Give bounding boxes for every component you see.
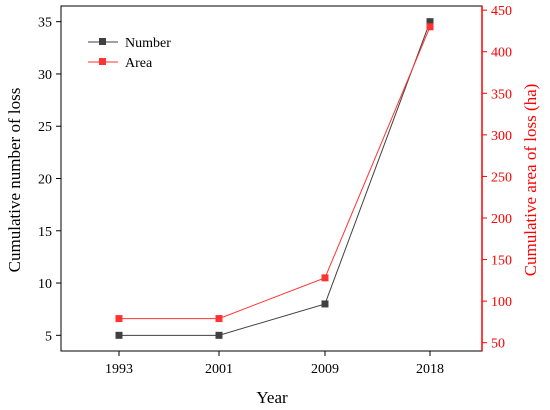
series-line-area: [119, 26, 431, 320]
y2-tick-label: 400: [491, 46, 512, 61]
y2-tick-label: 250: [491, 170, 512, 185]
y-axis-ticks: 5 10 15 20 25 30 35: [38, 16, 61, 344]
y-tick-label: 15: [38, 225, 52, 240]
x-tick-label: 2009: [311, 362, 339, 377]
x-tick-label: 2018: [416, 362, 444, 377]
y2-axis-ticks: 50 100 150 200 250 300 350 400 450: [482, 4, 512, 352]
data-point-area: [321, 274, 329, 282]
y-tick-label: 30: [38, 68, 52, 83]
data-point-number: [115, 331, 123, 339]
y-axis-title: Cumulative number of loss: [5, 88, 24, 273]
x-axis-ticks: 1993 2001 2009 2018: [105, 351, 444, 377]
x-axis-title: Year: [256, 388, 288, 407]
y-tick-label: 20: [38, 173, 52, 188]
y2-tick-label: 100: [491, 295, 512, 310]
x-tick-label: 2001: [205, 362, 233, 377]
series-line-number: [119, 21, 431, 336]
legend-marker-area: [99, 58, 106, 65]
y2-tick-label: 300: [491, 129, 512, 144]
data-point-number: [426, 18, 434, 26]
y2-tick-label: 200: [491, 212, 512, 227]
legend-label-number: Number: [125, 36, 171, 51]
data-point-number: [215, 331, 223, 339]
y-tick-label: 10: [38, 277, 52, 292]
series-lines: [119, 21, 431, 336]
y-tick-label: 25: [38, 120, 52, 135]
legend-marker-number: [99, 38, 106, 45]
x-tick-label: 1993: [105, 362, 133, 377]
data-point-area: [215, 315, 223, 323]
data-point-area: [115, 315, 123, 323]
data-point-number: [321, 300, 329, 308]
y2-axis-title: Cumulative area of loss (ha): [521, 84, 540, 277]
data-point-area: [426, 23, 434, 31]
y2-tick-label: 350: [491, 87, 512, 102]
y-tick-label: 5: [45, 329, 52, 344]
y2-tick-label: 450: [491, 4, 512, 19]
legend: Number Area: [88, 36, 171, 71]
y-tick-label: 35: [38, 16, 52, 31]
legend-label-area: Area: [125, 56, 153, 71]
series-points: [115, 18, 434, 339]
y2-tick-label: 50: [491, 337, 505, 352]
y2-tick-label: 150: [491, 254, 512, 269]
